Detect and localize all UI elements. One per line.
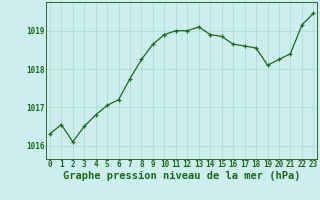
X-axis label: Graphe pression niveau de la mer (hPa): Graphe pression niveau de la mer (hPa) xyxy=(63,171,300,181)
